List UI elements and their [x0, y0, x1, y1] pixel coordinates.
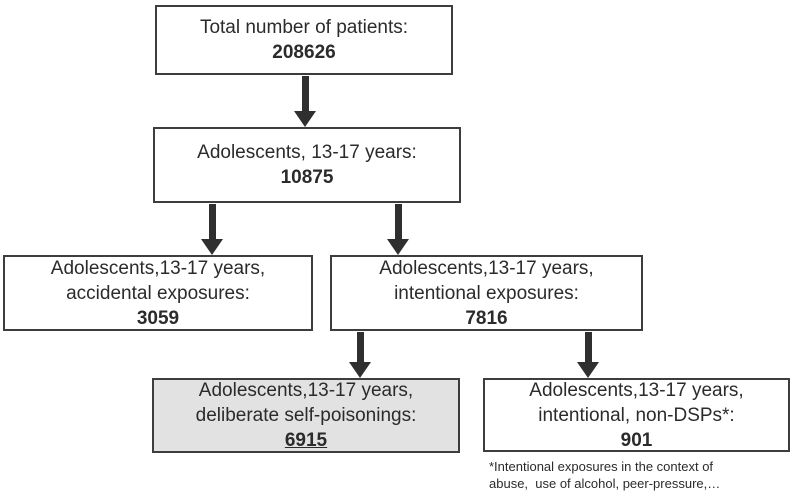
box-label: Adolescents,13-17 years, [50, 257, 266, 279]
flow-box-total-patients: Total number of patients: 208626 [155, 5, 453, 75]
box-label: Adolescents,13-17 years, [379, 257, 594, 279]
arrow-head-icon [201, 239, 223, 255]
box-label: accidental exposures: [66, 282, 250, 304]
arrow-head-icon [577, 362, 599, 378]
box-label: Adolescents,13-17 years, [198, 380, 414, 401]
arrow-down-to-intentional [387, 204, 409, 255]
box-label: Total number of patients: [199, 17, 409, 38]
flow-box-intentional-exposures: Adolescents,13-17 years, intentional exp… [330, 255, 643, 331]
box-label: deliberate self-poisonings: [195, 405, 417, 426]
box-count: 7816 [465, 307, 508, 329]
box-label: intentional, non-DSPs*: [538, 404, 735, 426]
box-label: intentional exposures: [394, 282, 579, 304]
box-count: 901 [620, 429, 653, 451]
flow-box-intentional-non-dsp: Adolescents,13-17 years, intentional, no… [483, 378, 790, 452]
flow-box-adolescents: Adolescents, 13-17 years: 10875 [153, 127, 461, 203]
box-count: 3059 [136, 307, 180, 329]
box-label: Adolescents, 13-17 years: [197, 142, 417, 163]
flow-box-accidental-exposures: Adolescents,13-17 years, accidental expo… [3, 255, 313, 331]
arrow-down-to-accidental [201, 204, 223, 255]
arrow-shaft [208, 204, 216, 239]
arrow-shaft [301, 76, 309, 111]
arrow-shaft [394, 204, 402, 239]
footnote: *Intentional exposures in the context of… [489, 458, 789, 492]
arrow-shaft [356, 332, 364, 362]
arrow-head-icon [294, 111, 316, 127]
arrow-down-to-dsp [349, 332, 371, 378]
box-label: Adolescents,13-17 years, [529, 379, 744, 401]
arrow-head-icon [387, 239, 409, 255]
arrow-head-icon [349, 362, 371, 378]
box-count: 208626 [272, 42, 336, 63]
footnote-line: *Intentional exposures in the context of [489, 459, 714, 474]
footnote-line: abuse, use of alcohol, peer-pressure,… [489, 476, 721, 491]
flow-box-deliberate-self-poisonings: Adolescents,13-17 years, deliberate self… [152, 378, 460, 453]
arrow-down-total-to-adolescents [294, 76, 316, 127]
box-count: 10875 [280, 167, 334, 188]
arrow-shaft [584, 332, 592, 362]
arrow-down-to-non-dsp [577, 332, 599, 378]
box-count: 6915 [284, 430, 328, 451]
